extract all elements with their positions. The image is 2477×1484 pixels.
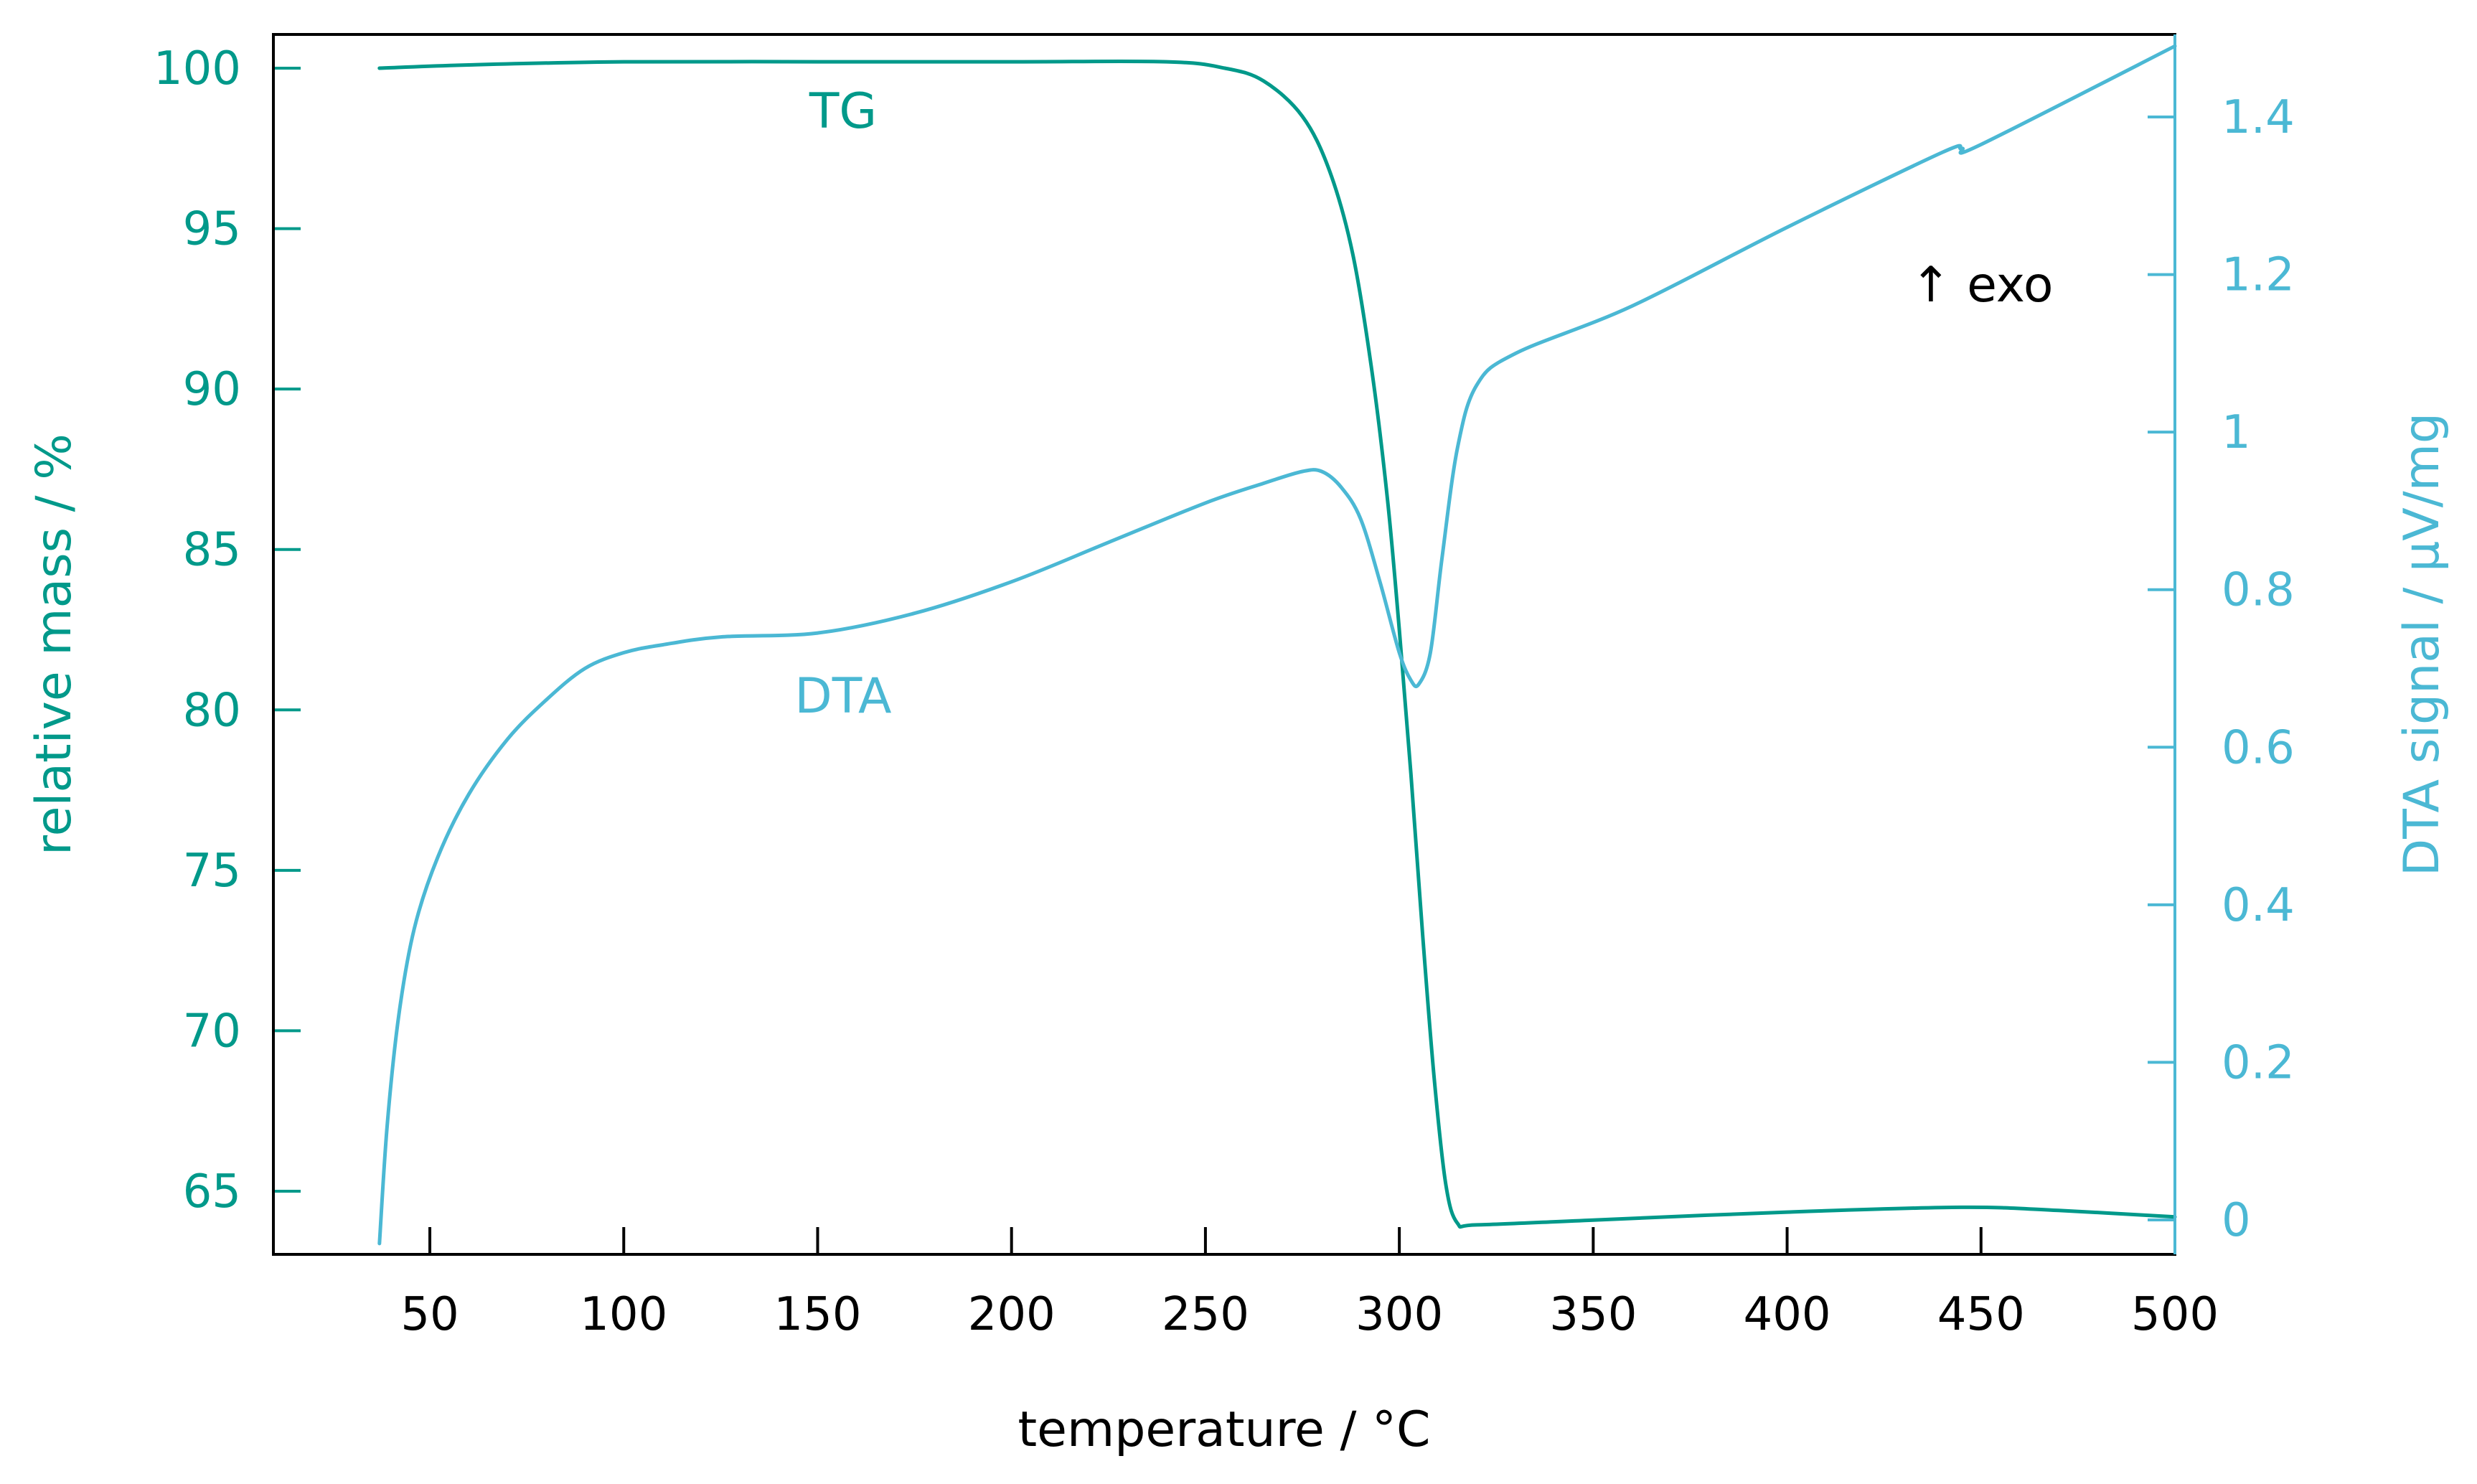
x-tick-label-450: 450 bbox=[1937, 1288, 2025, 1341]
y-right-tick-label-0.4: 0.4 bbox=[2222, 879, 2295, 932]
y-left-tick-label-80: 80 bbox=[183, 684, 241, 737]
y-left-tick-label-75: 75 bbox=[183, 845, 241, 898]
y-right-tick-label-1: 1 bbox=[2222, 406, 2251, 459]
labels-layer: temperature / °C relative mass / % DTA s… bbox=[26, 83, 2450, 1458]
y-left-tick-label-95: 95 bbox=[183, 203, 241, 256]
x-tick-label-350: 350 bbox=[1549, 1288, 1637, 1341]
series-layer bbox=[377, 44, 2177, 1246]
y-right-tick-label-0.8: 0.8 bbox=[2222, 564, 2295, 617]
x-tick-label-200: 200 bbox=[968, 1288, 1056, 1341]
tg-series-label: TG bbox=[809, 83, 877, 140]
dta-series-label: DTA bbox=[794, 668, 891, 725]
y-right-axis-title: DTA signal / μV/mg bbox=[2394, 413, 2450, 876]
tg-series-line bbox=[377, 59, 2177, 1229]
y-right-tick-label-0.2: 0.2 bbox=[2222, 1036, 2295, 1089]
y-left-tick-label-90: 90 bbox=[183, 363, 241, 416]
y-right-tick-label-1.2: 1.2 bbox=[2222, 249, 2295, 302]
dta-series-line bbox=[377, 44, 2177, 1246]
y-left-tick-label-65: 65 bbox=[183, 1165, 241, 1218]
exo-annotation: ↑ exo bbox=[1911, 257, 2054, 314]
x-tick-label-300: 300 bbox=[1355, 1288, 1443, 1341]
x-axis-title: temperature / °C bbox=[1017, 1401, 1430, 1458]
x-tick-label-500: 500 bbox=[2131, 1288, 2219, 1341]
y-right-tick-label-0.6: 0.6 bbox=[2222, 721, 2295, 774]
ticks-layer: 50 100 150 200 250 300 350 400 450 500 65 70 75 80 85 9… bbox=[154, 42, 2295, 1341]
y-left-tick-label-100: 100 bbox=[154, 42, 241, 95]
x-tick-label-250: 250 bbox=[1162, 1288, 1249, 1341]
y-left-axis-title: relative mass / % bbox=[26, 433, 83, 855]
y-left-tick-label-85: 85 bbox=[183, 524, 241, 577]
x-tick-label-50: 50 bbox=[400, 1288, 459, 1341]
x-tick-label-150: 150 bbox=[774, 1288, 861, 1341]
y-left-tick-label-70: 70 bbox=[183, 1005, 241, 1058]
x-tick-label-100: 100 bbox=[580, 1288, 667, 1341]
y-right-tick-label-1.4: 1.4 bbox=[2222, 91, 2295, 144]
x-tick-label-400: 400 bbox=[1743, 1288, 1830, 1341]
y-right-tick-label-0: 0 bbox=[2222, 1194, 2251, 1247]
